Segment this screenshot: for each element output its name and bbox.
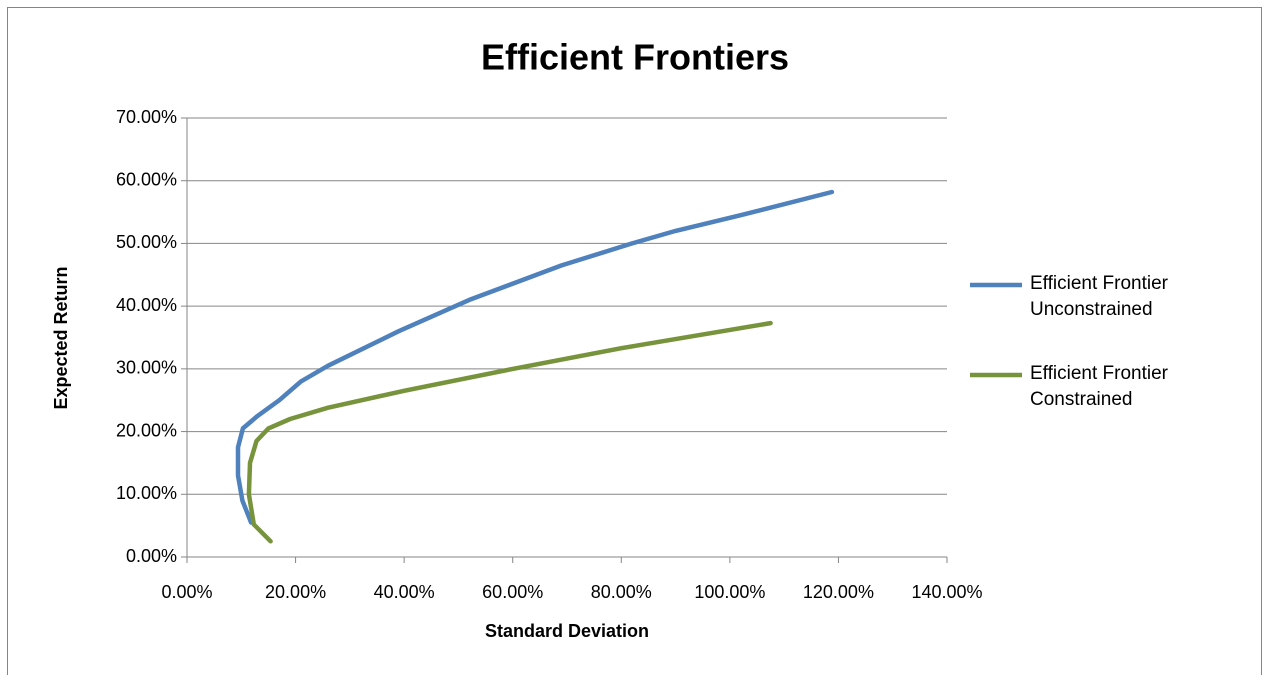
x-tick-label: 140.00% (911, 582, 982, 602)
y-tick-label: 30.00% (116, 358, 177, 378)
series-line (235, 189, 835, 525)
x-axis-label: Standard Deviation (485, 621, 649, 641)
x-tick-label: 120.00% (803, 582, 874, 602)
legend-label: Efficient Frontier Unconstrained (1030, 273, 1168, 320)
y-tick-label: 60.00% (116, 169, 177, 189)
x-tick-label: 60.00% (482, 582, 543, 602)
y-tick-label: 10.00% (116, 483, 177, 503)
x-tick-label: 80.00% (591, 582, 652, 602)
y-tick-label: 50.00% (116, 232, 177, 252)
series-line (246, 320, 773, 544)
chart-border (7, 7, 1262, 680)
chart-title: Efficient Frontiers (481, 37, 789, 78)
x-tick-label: 100.00% (694, 582, 765, 602)
y-axis-label: Expected Return (51, 266, 71, 409)
y-tick-label: 20.00% (116, 420, 177, 440)
y-tick-label: 0.00% (126, 546, 177, 566)
x-tick-label: 40.00% (374, 582, 435, 602)
legend-label: Efficient Frontier Constrained (1030, 363, 1168, 410)
x-tick-label: 20.00% (265, 582, 326, 602)
x-tick-label: 0.00% (161, 582, 212, 602)
y-tick-label: 40.00% (116, 295, 177, 315)
y-tick-label: 70.00% (116, 107, 177, 127)
